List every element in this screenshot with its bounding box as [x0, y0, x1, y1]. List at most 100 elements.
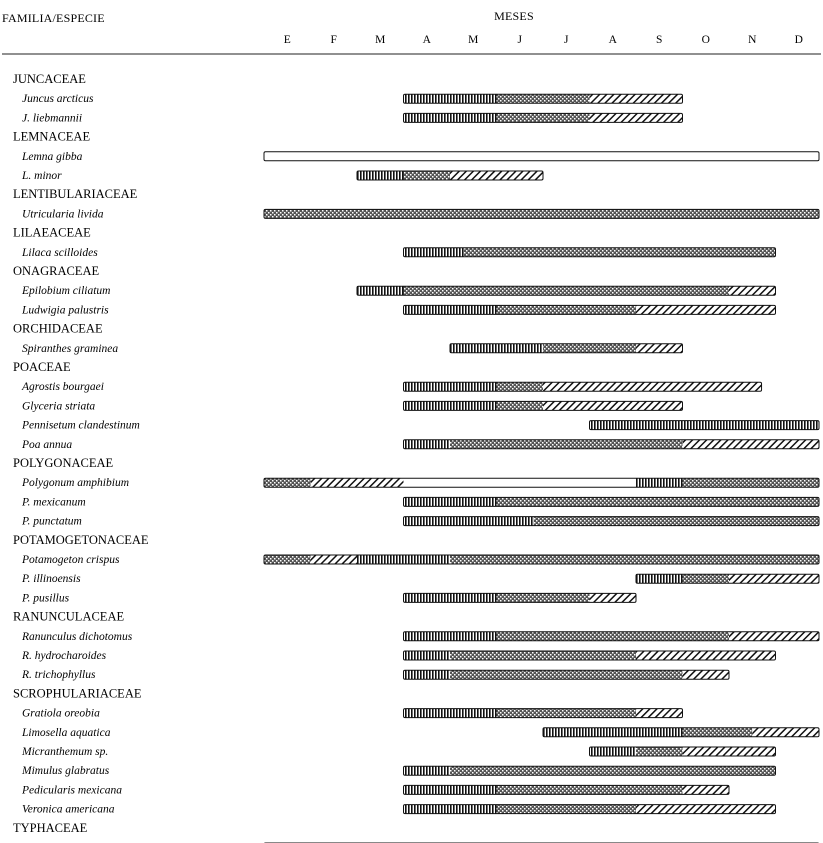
- bar-outline: [403, 439, 820, 450]
- bar-outline: [403, 631, 820, 642]
- species-label: J. liebmannii: [22, 112, 82, 124]
- bar-segment-f: [450, 439, 683, 449]
- species-bar: [263, 554, 820, 565]
- family-label: POLYGONACEAE: [13, 456, 113, 470]
- species-bar: [403, 304, 776, 315]
- bar-outline: [589, 420, 820, 431]
- bar-segment-v: [357, 286, 404, 296]
- bar-segment-r: [729, 631, 819, 641]
- bar-segment-f: [450, 766, 776, 776]
- species-bar: [403, 765, 776, 776]
- bar-segment-v: [403, 785, 497, 795]
- species-bar: [403, 592, 637, 603]
- species-label: Polygonum amphibium: [21, 477, 129, 489]
- bar-segment-r: [636, 651, 776, 660]
- month-label: S: [656, 34, 662, 46]
- bar-outline: [263, 554, 820, 565]
- bar-segment-r: [636, 343, 683, 353]
- species-label: Potamogeton crispus: [21, 554, 120, 566]
- species-bar: [542, 727, 820, 738]
- bar-segment-f: [496, 785, 683, 795]
- bar-segment-o: [264, 151, 819, 161]
- bar-segment-f: [682, 478, 819, 488]
- species-label: Mimulus glabratus: [21, 765, 110, 777]
- bar-outline: [263, 477, 820, 488]
- bar-segment-f: [496, 593, 590, 603]
- bar-outline: [403, 784, 730, 795]
- month-label: J: [518, 34, 523, 46]
- species-bar: [403, 708, 683, 719]
- species-label: R. trichophyllus: [21, 669, 96, 681]
- bar-segment-v: [403, 439, 450, 449]
- bar-outline: [403, 650, 776, 661]
- months-title: MESES: [494, 9, 534, 23]
- bar-segment-r: [589, 593, 636, 603]
- bar-segment-v: [543, 727, 683, 737]
- species-label: P. illinoensis: [21, 573, 81, 585]
- species-bar: [403, 669, 730, 680]
- bar-segment-r: [636, 305, 776, 315]
- bar-segment-v: [403, 94, 497, 104]
- species-bar: [403, 804, 776, 815]
- species-label: Juncus arcticus: [22, 93, 94, 105]
- bar-outline: [356, 170, 544, 181]
- bar-outline: [403, 400, 683, 411]
- species-label: Veronica americana: [22, 804, 115, 816]
- bar-segment-v: [357, 171, 404, 180]
- bar-outline: [542, 727, 820, 738]
- bar-outline: [403, 93, 683, 104]
- bar-segment-r: [543, 382, 762, 392]
- bar-segment-f: [682, 574, 729, 584]
- bar-segment-v: [450, 343, 543, 353]
- month-label: J: [564, 34, 569, 46]
- bar-segment-v: [403, 593, 497, 603]
- species-label: Agrostis bourgaei: [21, 381, 104, 393]
- bar-segment-v: [403, 497, 497, 507]
- bar-outline: [403, 112, 683, 123]
- family-label: POTAMOGETONACEAE: [13, 533, 149, 547]
- bar-outline: [263, 208, 820, 219]
- bar-outline: [403, 669, 730, 680]
- bar-segment-f: [403, 171, 450, 180]
- species-label: Utricularia livida: [22, 208, 104, 220]
- species-label: Pennisetum clandestinum: [21, 420, 140, 432]
- bar-segment-f: [496, 94, 590, 104]
- species-label: Epilobium ciliatum: [21, 285, 110, 297]
- bar-segment-r: [543, 401, 683, 411]
- bar-segment-f: [463, 247, 776, 257]
- bar-segment-v: [403, 651, 450, 660]
- month-label: A: [423, 34, 432, 46]
- species-bar: [635, 573, 820, 584]
- bar-outline: [403, 496, 820, 507]
- bar-segment-v: [589, 747, 636, 756]
- species-bar: [403, 650, 776, 661]
- species-bar: [263, 208, 820, 219]
- family-label: POACEAE: [13, 360, 71, 374]
- species-label: L. minor: [21, 170, 62, 182]
- bar-segment-r: [589, 94, 683, 104]
- species-label: Lemna gibba: [21, 151, 83, 163]
- bar-outline: [403, 247, 776, 258]
- family-label: ONAGRACEAE: [13, 264, 99, 278]
- species-label: Pedicularis mexicana: [21, 784, 122, 796]
- bar-outline: [356, 285, 776, 296]
- species-label: Glyceria striata: [22, 400, 95, 412]
- bar-segment-r: [682, 747, 776, 756]
- bar-segment-f: [533, 516, 819, 526]
- family-label: TYPHACEAE: [13, 821, 88, 835]
- species-bar: [356, 285, 776, 296]
- species-label: Spiranthes graminea: [22, 343, 118, 355]
- family-label: LEMNACEAE: [13, 130, 90, 144]
- bar-segment-f: [496, 113, 590, 123]
- species-label: Gratiola oreobia: [22, 708, 100, 720]
- bar-segment-r: [752, 727, 819, 737]
- family-label: SCROPHULARIACEAE: [13, 686, 142, 700]
- bar-outline: [635, 573, 820, 584]
- species-bar: [356, 170, 544, 181]
- bar-segment-v: [403, 708, 497, 718]
- family-label: RANUNCULACEAE: [13, 610, 124, 624]
- month-label: D: [795, 34, 803, 46]
- bar-segment-r: [682, 785, 729, 795]
- bar-segment-v: [403, 113, 497, 123]
